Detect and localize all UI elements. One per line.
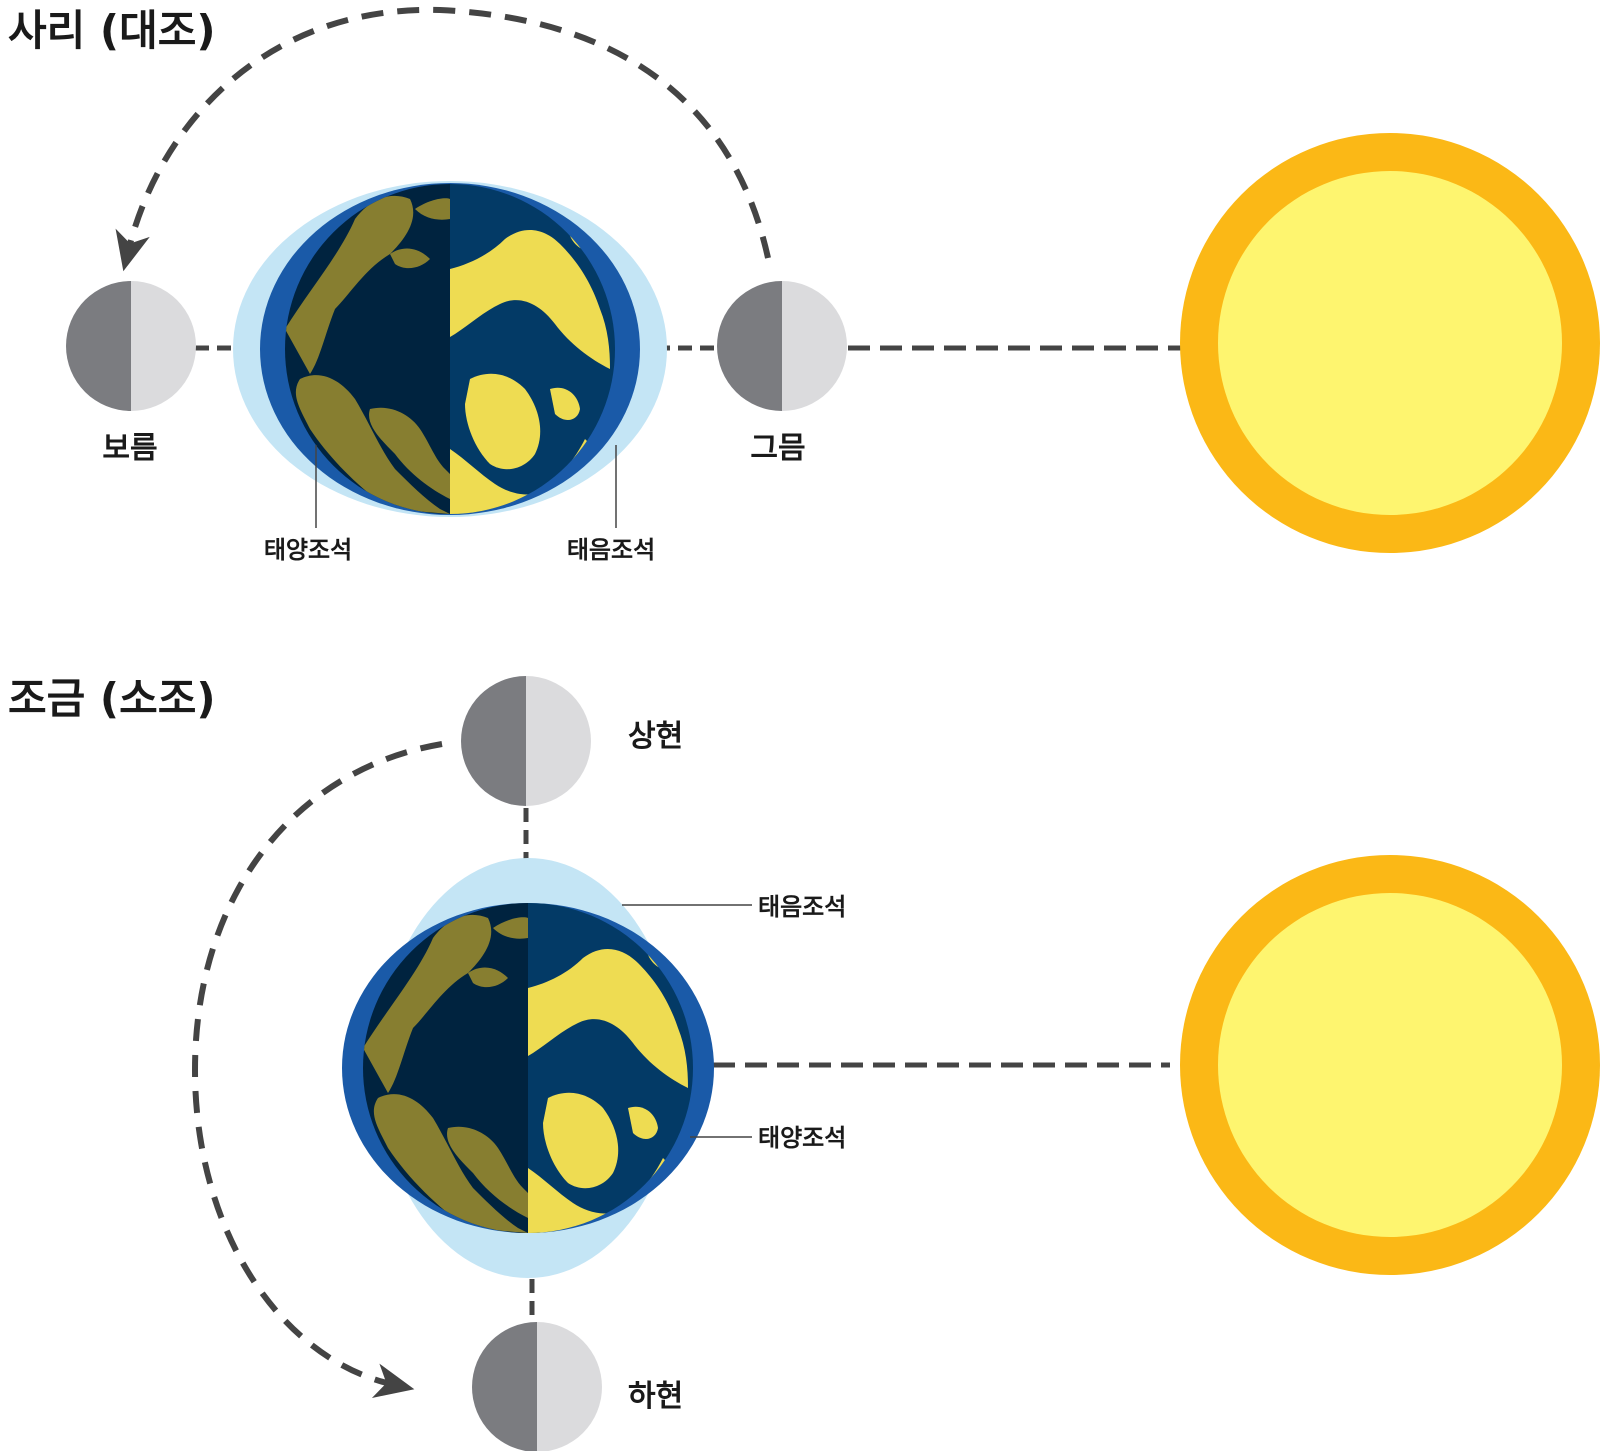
first-quarter-label: 상현 bbox=[628, 719, 683, 754]
new-moon bbox=[717, 281, 847, 411]
spring-solar-tide-label: 태양조석 bbox=[264, 536, 352, 564]
full-moon bbox=[66, 281, 196, 411]
neap-tide-title: 조금 (소조) bbox=[8, 674, 216, 723]
spring-tide-title: 사리 (대조) bbox=[8, 6, 216, 55]
neap-orbit-arrow bbox=[191, 741, 443, 1398]
new-moon-label: 그믐 bbox=[750, 431, 805, 466]
last-quarter-moon bbox=[472, 1322, 602, 1451]
neap-lunar-tide-label: 태음조석 bbox=[758, 893, 846, 921]
spring-sun bbox=[1180, 133, 1600, 553]
neap-earth bbox=[342, 858, 714, 1278]
spring-lunar-tide-label: 태음조석 bbox=[567, 536, 655, 564]
neap-solar-tide-label: 태양조석 bbox=[758, 1124, 846, 1152]
first-quarter-moon bbox=[461, 676, 591, 806]
full-moon-label: 보름 bbox=[102, 431, 157, 466]
last-quarter-label: 하현 bbox=[628, 1379, 683, 1414]
spring-earth bbox=[233, 181, 667, 517]
neap-sun bbox=[1180, 855, 1600, 1275]
spring-orbit-arrow bbox=[115, 6, 771, 272]
